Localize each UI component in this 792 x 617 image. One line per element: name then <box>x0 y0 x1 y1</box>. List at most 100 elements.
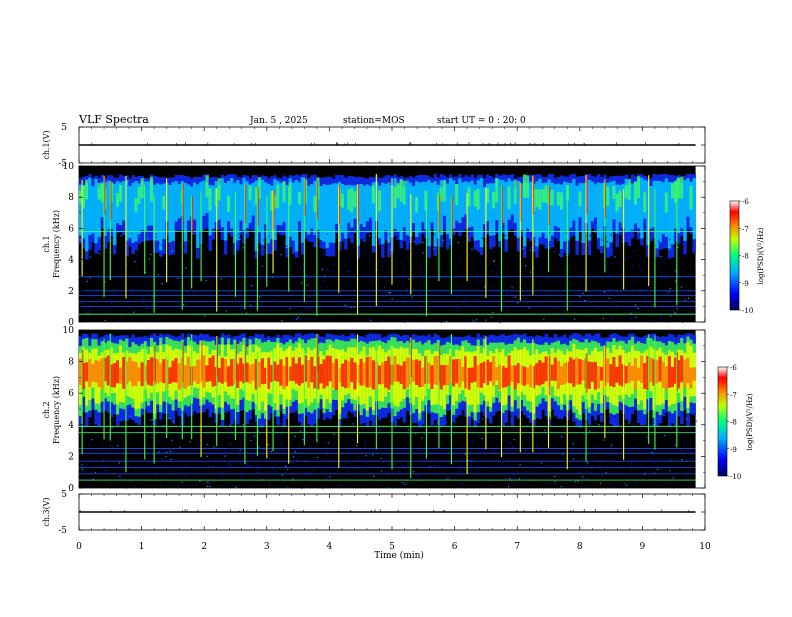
ch1-spec-band-cell <box>270 185 274 240</box>
ch2-spec-speckle <box>582 476 584 478</box>
ch2-spec-speckle <box>588 414 591 417</box>
ch2-spec-speckle <box>515 478 517 481</box>
ch2-spec-band-cell <box>550 364 555 381</box>
ch1-spec-speckle <box>661 255 664 258</box>
ch1-spec-speckle <box>669 309 671 311</box>
ch2-spec-speckle <box>496 445 498 447</box>
ch1-spec-band-cell <box>680 181 684 229</box>
ch2-spec-speckle <box>482 418 484 420</box>
ch2-spec-band-cell <box>402 361 407 390</box>
ch2-spec-speckle <box>545 433 547 435</box>
ch2-spec-band-cell <box>140 362 145 387</box>
ch2-spec-speckle <box>206 485 209 488</box>
ch1-spec-speckle <box>465 300 468 302</box>
ch1-spec-speckle <box>183 269 185 271</box>
ch2-spec-speckle <box>557 431 559 433</box>
ch1-spec-speckle <box>364 247 366 249</box>
ch2-spec-speckle <box>445 481 447 483</box>
ch2-spec-speckle <box>388 454 390 456</box>
ch2-spectrogram <box>79 330 697 490</box>
ch2-spec-speckle <box>578 451 580 453</box>
ch2-spec-speckle <box>180 423 182 425</box>
ch1-spec-band-cell <box>208 188 212 211</box>
ch1-spec-speckle <box>251 285 253 287</box>
ch2-spec-speckle <box>527 478 529 480</box>
ch2-spec-band-cell <box>439 365 444 390</box>
ch2-spec-speckle <box>588 413 591 415</box>
ch1-spec-band-cell <box>106 180 111 230</box>
ch1-spec-band-cell <box>325 185 330 248</box>
ch2-spec-speckle <box>257 477 259 479</box>
ch1-spec-speckle <box>449 247 451 249</box>
ch1-spec-speckle <box>563 267 565 270</box>
ch1-spec-speckle <box>237 234 239 236</box>
ch2-spec-speckle <box>358 456 360 458</box>
ch2-spec-speckle <box>577 480 579 482</box>
ch1-spec-speckle <box>504 315 506 317</box>
ch1-spec-speckle <box>601 259 603 261</box>
ch1-colorbar-label: log(PSD)(V²/Hz) <box>757 227 765 284</box>
ch2-spec-speckle <box>146 471 148 473</box>
ch1-spec-speckle <box>338 292 340 294</box>
ch1-spec-band-cell <box>556 183 561 228</box>
ch2-spec-speckle <box>481 457 483 459</box>
ch1-spec-speckle <box>406 320 408 322</box>
ch1-spec-band-cell <box>689 185 693 210</box>
ch1-spec-speckle <box>126 264 128 267</box>
ch2-spec-band-cell <box>399 365 404 384</box>
ch2-spec-speckle <box>224 450 226 453</box>
ch1-spec-speckle <box>214 272 216 275</box>
ch2-spec-speckle <box>438 465 441 467</box>
ch1-spec-band-cell <box>612 185 616 200</box>
ch2-spec-speckle <box>417 428 419 430</box>
ch1-spec-speckle <box>660 319 662 321</box>
ch2-spec-speckle <box>406 464 408 466</box>
ch2-spec-speckle <box>433 474 436 476</box>
ch2-spec-speckle <box>81 464 83 466</box>
ch2-spec-speckle <box>233 433 235 435</box>
ch2-spec-band-cell <box>661 361 666 388</box>
ch2-spec-speckle <box>378 437 380 440</box>
ch1-spec-band-cell <box>350 188 354 213</box>
ch1-spec-band-cell <box>174 181 179 222</box>
ch1-spec-speckle <box>642 291 644 293</box>
ch2-spec-speckle <box>327 442 329 444</box>
ch2-spec-speckle <box>284 414 286 417</box>
ch2-spec-speckle <box>388 420 390 422</box>
ch2-spec-speckle <box>197 444 199 446</box>
ch1-spec-speckle <box>488 286 490 288</box>
ch1-spec-band-cell <box>596 182 601 238</box>
ch1-spec-speckle <box>126 284 128 287</box>
ch1-spec-band-cell <box>590 181 595 222</box>
ch2-spec-speckle <box>421 437 423 439</box>
ch2-spec-speckle <box>498 419 501 421</box>
ch1-spec-speckle <box>664 234 666 236</box>
ch2-spec-speckle <box>246 481 248 483</box>
ch1-spec-speckle <box>239 308 241 311</box>
ch2-spec-speckle <box>103 464 105 466</box>
ch2-spec-band-cell <box>285 357 290 387</box>
ch1-spec-band-cell <box>162 183 166 239</box>
ch1-spec-ytick-10: 10 <box>63 162 75 172</box>
ch2-spec-speckle <box>631 468 633 470</box>
ch1-spec-speckle <box>617 236 619 239</box>
ch1-spec-speckle <box>645 297 647 299</box>
ch1-spec-band-cell <box>371 185 376 204</box>
ch1-spec-speckle <box>112 237 114 239</box>
ch2-spec-speckle <box>299 472 301 474</box>
ch2-spec-speckle <box>572 445 574 447</box>
ch1-spec-speckle <box>390 292 392 294</box>
ch1-spec-speckle <box>306 307 308 309</box>
ch2-spec-speckle <box>294 415 296 417</box>
ch2-spec-speckle <box>322 487 324 489</box>
ch1-spec-band-cell <box>674 181 678 229</box>
ch1-spec-band-cell <box>368 185 373 218</box>
ch2-spec-speckle <box>478 420 481 422</box>
ch2-spec-speckle <box>250 414 252 416</box>
ch2-spec-speckle <box>326 454 328 456</box>
ch1-spec-speckle <box>658 268 660 270</box>
ch1-spec-band-cell <box>282 181 286 203</box>
ch2-spec-speckle <box>352 423 354 425</box>
ch2-spec-speckle <box>645 470 648 472</box>
ch2-spec-speckle <box>568 422 570 424</box>
